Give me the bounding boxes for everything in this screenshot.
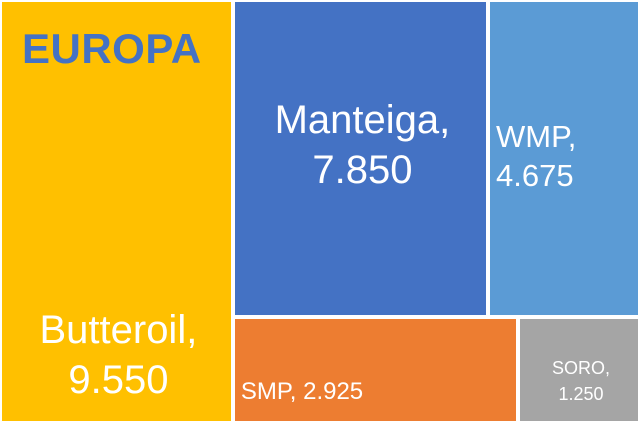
treemap-label-manteiga-name: Manteiga bbox=[274, 98, 440, 143]
treemap-tile-smp: SMP, 2.925 bbox=[232, 317, 519, 423]
label-separator: , bbox=[567, 118, 577, 154]
treemap-tile-butteroil: Butteroil, 9.550 bbox=[0, 0, 233, 423]
treemap-label-butteroil: Butteroil, 9.550 bbox=[2, 305, 235, 405]
treemap-label-butteroil-value: 9.550 bbox=[68, 358, 169, 402]
label-separator: , bbox=[439, 98, 451, 143]
treemap-label-manteiga: Manteiga, 7.850 bbox=[235, 95, 490, 195]
treemap-label-butteroil-name: Butteroil bbox=[39, 308, 187, 352]
treemap-label-smp-value: 2.925 bbox=[303, 378, 364, 405]
treemap-label-soro-name: SORO bbox=[552, 357, 606, 378]
treemap-label-wmp: WMP, 4.675 bbox=[496, 118, 576, 196]
treemap-label-smp-name: SMP bbox=[240, 378, 290, 405]
label-separator: , bbox=[289, 378, 304, 405]
treemap-tile-wmp: WMP, 4.675 bbox=[488, 0, 640, 318]
treemap-label-manteiga-value: 7.850 bbox=[312, 148, 413, 193]
treemap-label-soro-value: 1.250 bbox=[558, 383, 604, 404]
treemap-label-wmp-name: WMP bbox=[496, 118, 568, 154]
treemap-label-wmp-value: 4.675 bbox=[496, 157, 574, 193]
label-separator: , bbox=[186, 308, 198, 352]
chart-title: EUROPA bbox=[22, 25, 202, 72]
treemap-tile-soro: SORO, 1.250 bbox=[518, 317, 640, 423]
label-separator: , bbox=[605, 357, 611, 378]
treemap-label-soro: SORO, 1.250 bbox=[520, 355, 640, 407]
treemap-tile-manteiga: Manteiga, 7.850 bbox=[232, 0, 490, 318]
treemap-label-smp: SMP, 2.925 bbox=[241, 377, 363, 407]
